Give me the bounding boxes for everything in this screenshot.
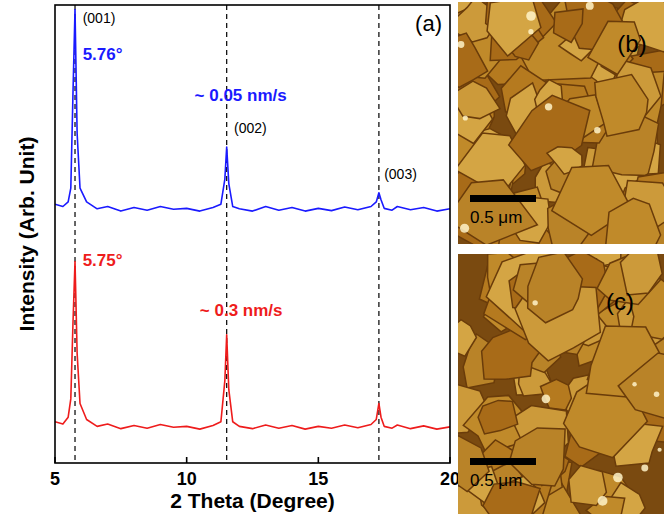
y-axis-title: Intensity (Arb. Unit) — [15, 137, 38, 332]
afm-grain — [458, 180, 537, 244]
x-tick-label: 20 — [440, 469, 460, 489]
series-line — [55, 10, 450, 212]
x-tick — [54, 457, 56, 463]
reference-lines — [75, 5, 379, 463]
afm-grain — [458, 320, 476, 357]
afm-grain — [458, 33, 488, 87]
afm-spot — [460, 224, 469, 233]
reference-line — [226, 5, 227, 463]
afm-spot — [463, 115, 468, 120]
annotation: (002) — [234, 120, 267, 136]
figure: 5 10 15 20 2 Theta (Degree) Intensity (Arb. U… — [0, 0, 668, 518]
scale-bar — [470, 195, 536, 202]
series-line — [55, 261, 450, 429]
scale-bar — [470, 458, 536, 465]
afm-spot — [594, 127, 600, 133]
afm-image — [458, 254, 664, 514]
annotation: 5.76° — [83, 45, 123, 64]
afm-grain — [606, 198, 661, 244]
afm-grain — [554, 9, 583, 43]
x-tick — [318, 457, 320, 463]
afm-grain — [528, 254, 583, 323]
afm-spot — [545, 103, 552, 110]
afm-spot — [641, 465, 648, 472]
x-tick — [449, 457, 451, 463]
x-tick-label: 15 — [308, 469, 328, 489]
afm-grain — [487, 2, 541, 56]
afm-grain — [618, 353, 664, 418]
afm-spot — [657, 448, 661, 452]
annotation: ~ 0.3 nm/s — [200, 301, 283, 320]
afm-grain — [541, 379, 572, 410]
x-tick — [186, 457, 188, 463]
x-tick-label: 5 — [50, 469, 60, 489]
reference-line — [378, 5, 379, 463]
annotation: (001) — [83, 10, 116, 26]
annotation: (003) — [384, 166, 417, 182]
afm-spot — [632, 382, 636, 386]
afm-spot — [528, 29, 533, 34]
scale-bar-label: 0.5 μm — [470, 208, 522, 227]
afm-spot — [613, 473, 623, 483]
x-tick-label: 10 — [177, 469, 197, 489]
scale-bar-label: 0.5 μm — [470, 471, 522, 490]
afm-spot — [526, 11, 536, 21]
image-label: (c) — [606, 288, 634, 315]
plot-frame — [55, 5, 450, 463]
x-axis-title: 2 Theta (Degree) — [170, 489, 335, 512]
afm-spot — [598, 496, 608, 506]
afm-spot — [532, 300, 537, 305]
afm-spot — [654, 391, 660, 397]
panel-label: (a) — [415, 11, 442, 36]
afm-grain — [478, 400, 518, 434]
series-lines — [55, 10, 450, 430]
image-label: (b) — [617, 30, 646, 57]
afm-grain — [595, 75, 648, 137]
afm-spot — [458, 41, 464, 48]
afm-spot — [542, 395, 551, 404]
afm-spot — [586, 2, 594, 10]
afm-image — [458, 2, 664, 244]
annotation: 5.75° — [83, 251, 123, 270]
annotation: ~ 0.05 nm/s — [195, 86, 287, 105]
afm-grain — [458, 81, 500, 118]
